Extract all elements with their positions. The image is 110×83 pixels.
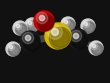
Circle shape: [45, 23, 71, 49]
Circle shape: [39, 16, 53, 30]
Circle shape: [28, 21, 38, 31]
Circle shape: [25, 18, 39, 32]
Circle shape: [92, 44, 96, 48]
Circle shape: [26, 19, 34, 27]
Circle shape: [90, 42, 98, 50]
Circle shape: [84, 22, 94, 32]
Circle shape: [61, 17, 75, 31]
Circle shape: [92, 44, 102, 54]
Circle shape: [68, 29, 88, 49]
Circle shape: [23, 34, 40, 51]
Circle shape: [25, 35, 31, 41]
Circle shape: [48, 25, 62, 39]
Circle shape: [82, 20, 90, 28]
Circle shape: [64, 20, 74, 30]
Circle shape: [6, 42, 20, 56]
Circle shape: [22, 32, 34, 44]
Circle shape: [34, 11, 54, 31]
Circle shape: [9, 45, 19, 55]
Circle shape: [81, 19, 95, 33]
Circle shape: [62, 18, 70, 26]
Circle shape: [9, 45, 13, 49]
Circle shape: [13, 21, 27, 35]
Circle shape: [37, 14, 54, 31]
Circle shape: [16, 24, 26, 34]
Circle shape: [20, 31, 40, 51]
Circle shape: [14, 22, 22, 30]
Circle shape: [8, 44, 20, 56]
Circle shape: [15, 23, 27, 35]
Circle shape: [7, 43, 15, 51]
Circle shape: [91, 43, 103, 55]
Circle shape: [71, 32, 88, 49]
Circle shape: [52, 29, 58, 35]
Circle shape: [25, 36, 39, 50]
Circle shape: [89, 41, 103, 55]
Circle shape: [83, 21, 95, 33]
Circle shape: [16, 24, 20, 28]
Circle shape: [49, 27, 71, 49]
Circle shape: [73, 33, 79, 39]
Circle shape: [28, 21, 32, 25]
Circle shape: [27, 20, 39, 32]
Circle shape: [39, 15, 45, 21]
Circle shape: [70, 30, 82, 42]
Circle shape: [36, 12, 48, 24]
Circle shape: [84, 22, 88, 26]
Circle shape: [51, 29, 69, 47]
Circle shape: [73, 34, 87, 48]
Circle shape: [64, 20, 68, 24]
Circle shape: [63, 19, 75, 31]
